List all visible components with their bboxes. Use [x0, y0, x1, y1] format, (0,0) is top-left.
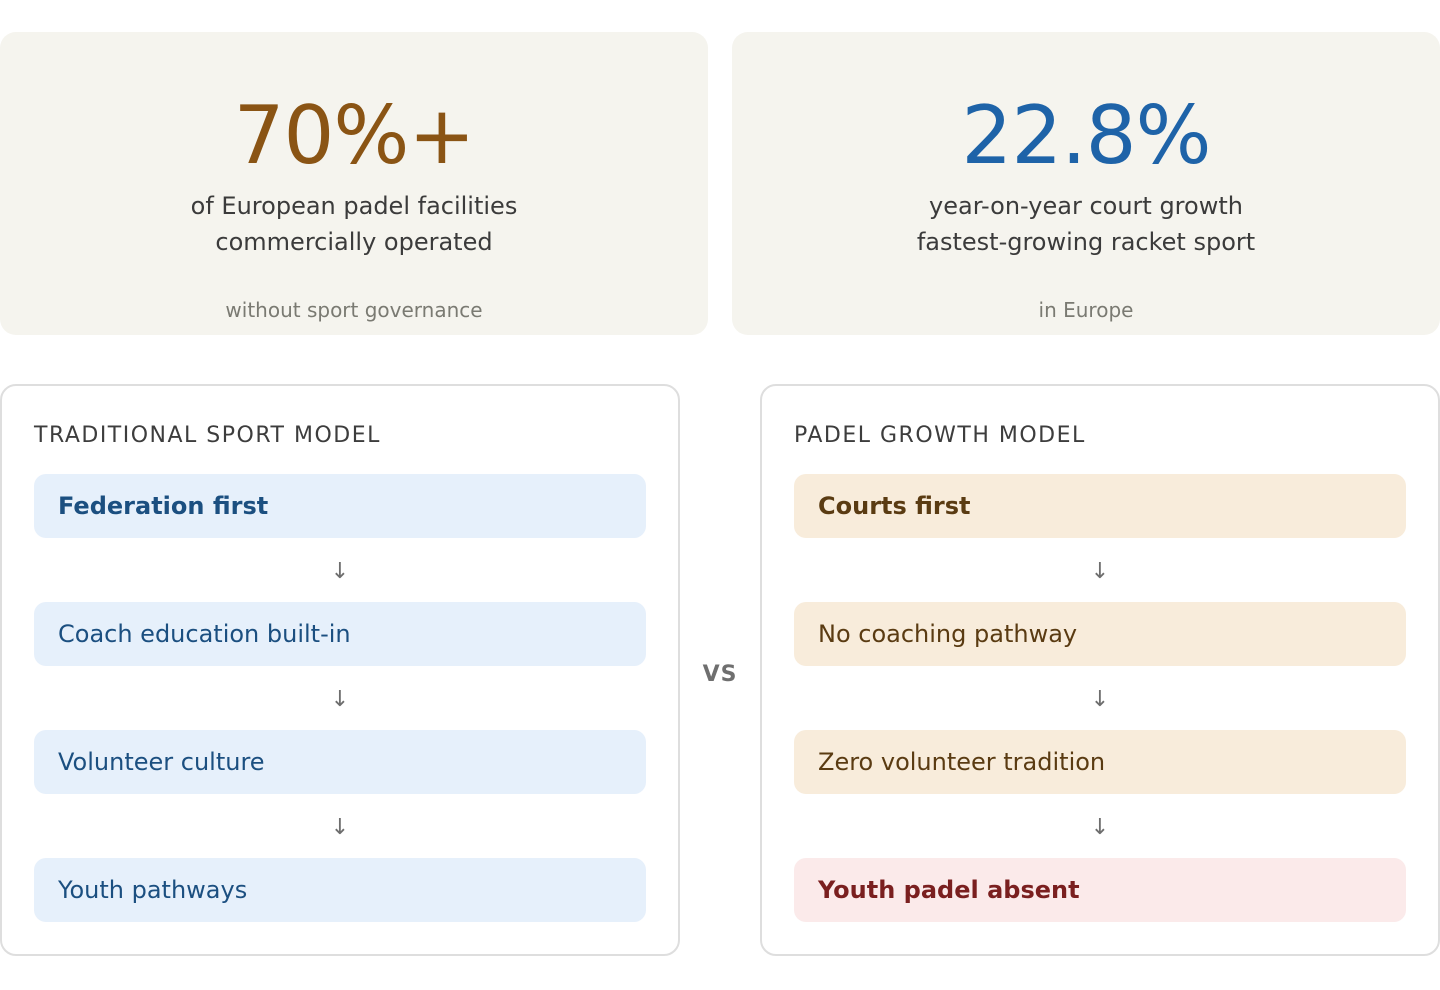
- stat-value: 22.8%: [961, 89, 1211, 182]
- stat-description-line-1: year-on-year court growth: [929, 192, 1243, 220]
- step-volunteer-culture: Volunteer culture: [34, 730, 646, 794]
- stat-card-growth: 22.8% year-on-year court growth fastest-…: [732, 32, 1440, 335]
- step-zero-volunteer-tradition: Zero volunteer tradition: [794, 730, 1406, 794]
- step-coach-education: Coach education built-in: [34, 602, 646, 666]
- stat-card-facilities: 70%+ of European padel facilities commer…: [0, 32, 708, 335]
- panel-title: TRADITIONAL SPORT MODEL: [34, 423, 381, 448]
- step-no-coaching-pathway: No coaching pathway: [794, 602, 1406, 666]
- down-arrow-icon: ↓: [330, 687, 350, 712]
- down-arrow-icon: ↓: [330, 815, 350, 840]
- traditional-model-panel: TRADITIONAL SPORT MODEL Federation first…: [0, 384, 680, 956]
- stat-description-line-2: commercially operated: [215, 228, 493, 256]
- down-arrow-icon: ↓: [1090, 687, 1110, 712]
- step-courts-first: Courts first: [794, 474, 1406, 538]
- step-youth-pathways: Youth pathways: [34, 858, 646, 922]
- down-arrow-icon: ↓: [330, 559, 350, 584]
- down-arrow-icon: ↓: [1090, 815, 1110, 840]
- step-youth-padel-absent: Youth padel absent: [794, 858, 1406, 922]
- stat-note: without sport governance: [225, 298, 483, 322]
- panel-title: PADEL GROWTH MODEL: [794, 423, 1086, 448]
- padel-model-panel: PADEL GROWTH MODEL Courts first ↓ No coa…: [760, 384, 1440, 956]
- stat-note: in Europe: [1038, 298, 1134, 322]
- down-arrow-icon: ↓: [1090, 559, 1110, 584]
- stat-description-line-1: of European padel facilities: [190, 192, 518, 220]
- stat-value: 70%+: [233, 89, 476, 182]
- stat-description-line-2: fastest-growing racket sport: [916, 228, 1256, 256]
- step-federation-first: Federation first: [34, 474, 646, 538]
- vs-label: VS: [702, 662, 738, 687]
